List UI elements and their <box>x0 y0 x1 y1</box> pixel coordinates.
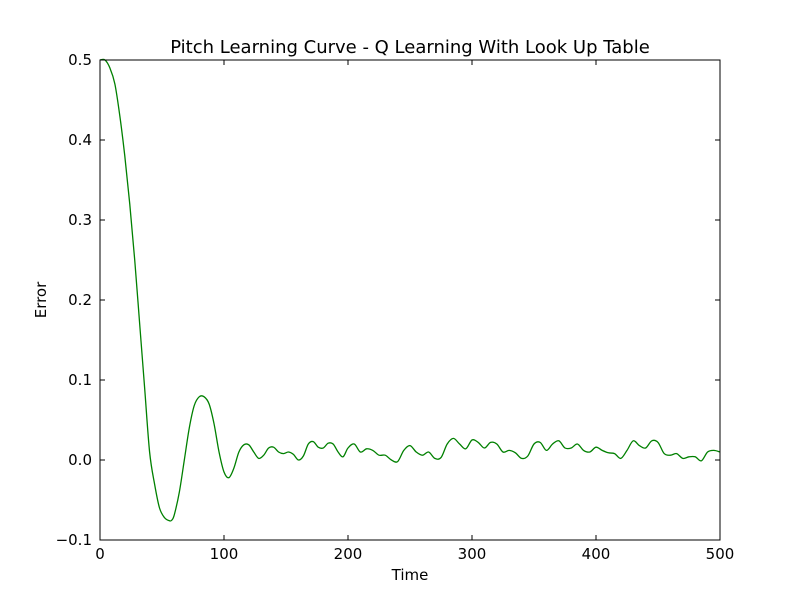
y-tick-label: 0.1 <box>68 371 92 389</box>
plot-area: 0 100 200 300 400 500 −0.1 0.0 0.1 0.2 0.3 0.4 0.5 <box>56 51 735 563</box>
y-tick-label: 0.0 <box>68 451 92 469</box>
x-tick-label: 200 <box>334 545 363 563</box>
x-tick-label: 500 <box>706 545 735 563</box>
x-tick-label: 400 <box>582 545 611 563</box>
y-axis-label: Error <box>32 281 50 318</box>
x-tick-label: 300 <box>458 545 487 563</box>
y-tick-label: 0.4 <box>68 131 92 149</box>
x-axis-label: Time <box>391 566 429 584</box>
y-tick-label: 0.5 <box>68 51 92 69</box>
x-tick-label: 0 <box>95 545 105 563</box>
y-tick-label: −0.1 <box>56 531 92 549</box>
series-line-0 <box>99 58 721 522</box>
chart-title: Pitch Learning Curve - Q Learning With L… <box>170 37 650 58</box>
x-tick-label: 100 <box>210 545 239 563</box>
y-tick-label: 0.2 <box>68 291 92 309</box>
plot-frame <box>99 59 721 541</box>
tick-layer: 0 100 200 300 400 500 −0.1 0.0 0.1 0.2 0.3 0.4 0.5 <box>56 51 735 563</box>
y-tick-label: 0.3 <box>68 211 92 229</box>
series-layer <box>99 58 721 522</box>
